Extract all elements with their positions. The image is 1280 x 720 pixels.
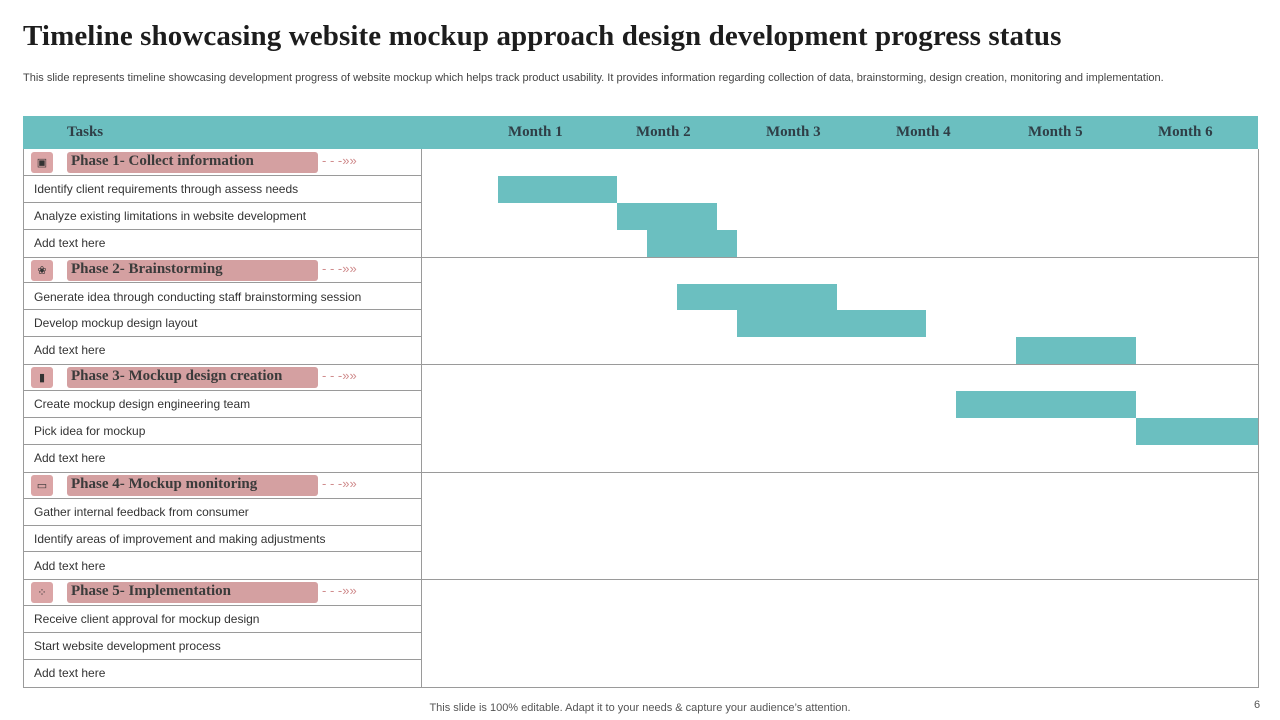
phase-row: ❀ Phase 2- Brainstorming - - -»» (24, 257, 421, 284)
task-row: Create mockup design engineering team (24, 391, 421, 418)
gantt-bar (1135, 418, 1258, 445)
task-label: Identify client requirements through ass… (34, 181, 299, 196)
task-label: Add text here (34, 450, 106, 465)
phase-group-4 (24, 472, 1258, 581)
gantt-bar (617, 202, 717, 230)
month-header-2: Month 2 (636, 124, 691, 140)
dashed-arrow-icon: - - -»» (322, 583, 357, 599)
phase-group-5 (24, 579, 1258, 688)
phase-row: ▮ Phase 3- Mockup design creation - - -»» (24, 364, 421, 392)
task-label: Create mockup design engineering team (34, 397, 251, 412)
task-column: ▣ Phase 1- Collect information - - -»» Iden… (24, 149, 422, 687)
task-label: Receive client approval for mockup desig… (34, 612, 260, 627)
month-header-4: Month 4 (896, 124, 951, 140)
task-row: Start website development process (24, 633, 421, 661)
slide-subtitle: This slide represents timeline showcasin… (23, 72, 1164, 84)
task-row: Identify areas of improvement and making… (24, 526, 421, 553)
page-number: 6 (1254, 699, 1261, 711)
network-icon: ⁘ (31, 582, 53, 604)
gantt-bar (647, 229, 737, 257)
tasks-column-header: Tasks (67, 124, 104, 140)
brain-icon: ❀ (31, 259, 53, 281)
gantt-bar (497, 175, 618, 203)
timeline-header: Tasks Month 1 Month 2 Month 3 Month 4 Mo… (23, 116, 1258, 149)
gantt-bar (1015, 337, 1136, 365)
dashed-arrow-icon: - - -»» (322, 475, 357, 491)
monitor-icon: ▭ (31, 474, 53, 496)
task-label: Develop mockup design layout (34, 316, 198, 331)
slide-title: Timeline showcasing website mockup appro… (23, 20, 1062, 52)
task-row: Receive client approval for mockup desig… (24, 606, 421, 634)
task-label: Add text here (34, 235, 106, 250)
phase-label: Phase 1- Collect information (71, 153, 254, 169)
phase-label: Phase 4- Mockup monitoring (71, 475, 258, 492)
gantt-bar (956, 391, 1136, 418)
task-row: Add text here (24, 337, 421, 364)
task-label: Analyze existing limitations in website … (34, 208, 307, 223)
dashed-arrow-icon: - - -»» (322, 260, 357, 276)
dashed-arrow-icon: - - -»» (322, 368, 357, 384)
phase-label-pill: Phase 4- Mockup monitoring (67, 474, 318, 496)
task-row: Gather internal feedback from consumer (24, 499, 421, 526)
task-row: Add text here (24, 660, 421, 687)
month-header-6: Month 6 (1158, 124, 1213, 140)
phase-group-2 (24, 257, 1258, 366)
phase-label-pill: Phase 1- Collect information (67, 152, 318, 173)
month-header-3: Month 3 (766, 124, 821, 140)
task-row: Develop mockup design layout (24, 310, 421, 338)
month-header-5: Month 5 (1028, 124, 1083, 140)
task-label: Start website development process (34, 639, 221, 654)
task-label: Add text here (34, 666, 106, 681)
phase-label-pill: Phase 2- Brainstorming (67, 259, 318, 281)
footer-note: This slide is 100% editable. Adapt it to… (429, 702, 851, 714)
dashed-arrow-icon: - - -»» (322, 153, 357, 168)
task-row: Add text here (24, 445, 421, 472)
phase-label-pill: Phase 3- Mockup design creation (67, 367, 318, 389)
briefcase-icon: ▣ (31, 152, 53, 173)
phase-row: ⁘ Phase 5- Implementation - - -»» (24, 579, 421, 607)
task-label: Pick idea for mockup (34, 424, 146, 438)
task-label: Add text here (34, 343, 106, 358)
task-row: Add text here (24, 553, 421, 580)
phase-label-pill: Phase 5- Implementation (67, 582, 318, 604)
gantt-table: ▣ Phase 1- Collect information - - -»» Iden… (23, 149, 1259, 688)
phase-label: Phase 3- Mockup design creation (71, 368, 283, 385)
phase-group-3 (24, 364, 1258, 473)
task-row: Identify client requirements through ass… (24, 176, 421, 203)
gantt-bar (736, 310, 927, 338)
phase-row: ▭ Phase 4- Mockup monitoring - - -»» (24, 472, 421, 499)
task-row: Add text here (24, 230, 421, 257)
phase-group-1 (24, 149, 1258, 258)
month-header-1: Month 1 (508, 124, 563, 140)
phase-label: Phase 5- Implementation (71, 583, 231, 600)
gantt-bar (677, 283, 837, 311)
task-label: Identify areas of improvement and making… (34, 531, 326, 546)
task-label: Add text here (34, 558, 106, 573)
document-icon: ▮ (31, 367, 53, 389)
task-row: Analyze existing limitations in website … (24, 203, 421, 230)
task-row: Pick idea for mockup (24, 418, 421, 445)
task-label: Gather internal feedback from consumer (34, 504, 249, 519)
task-label: Generate idea through conducting staff b… (34, 289, 362, 304)
phase-row: ▣ Phase 1- Collect information - - -»» (24, 149, 421, 176)
task-row: Generate idea through conducting staff b… (24, 284, 421, 311)
phase-label: Phase 2- Brainstorming (71, 260, 223, 277)
